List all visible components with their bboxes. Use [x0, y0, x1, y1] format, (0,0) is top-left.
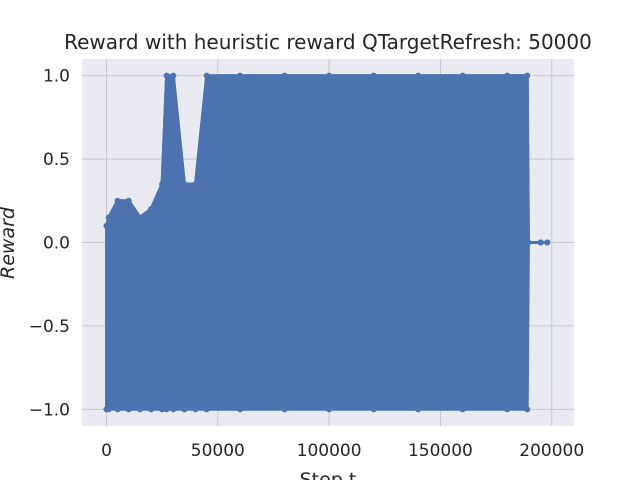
reward-point — [524, 72, 531, 79]
reward-point — [370, 406, 377, 413]
reward-point — [125, 197, 132, 204]
reward-point — [281, 72, 288, 79]
reward-point — [415, 406, 422, 413]
x-tick-label: 200000 — [519, 441, 584, 461]
reward-point — [237, 72, 244, 79]
reward-point — [537, 239, 544, 246]
reward-point — [192, 181, 199, 188]
reward-point — [504, 406, 511, 413]
reward-point — [136, 406, 143, 413]
reward-point — [170, 406, 177, 413]
reward-point — [370, 72, 377, 79]
reward-point — [105, 214, 112, 221]
reward-point — [459, 72, 466, 79]
reward-point — [326, 72, 333, 79]
reward-point — [181, 181, 188, 188]
reward-point — [281, 406, 288, 413]
x-tick-label: 150000 — [408, 441, 473, 461]
x-tick-label: 0 — [101, 441, 112, 461]
reward-point — [459, 406, 466, 413]
reward-point — [192, 406, 199, 413]
chart-title: Reward with heuristic reward QTargetRefr… — [64, 30, 592, 54]
reward-point — [525, 239, 532, 246]
y-tick-label: −0.5 — [29, 317, 70, 337]
x-tick-label: 50000 — [191, 441, 245, 461]
x-tick-label: 100000 — [297, 441, 362, 461]
y-axis-label: Reward — [0, 206, 19, 279]
reward-point — [504, 72, 511, 79]
y-tick-label: 0.0 — [43, 234, 70, 254]
reward-point — [326, 406, 333, 413]
reward-point — [163, 406, 170, 413]
reward-point — [159, 181, 166, 188]
reward-point — [524, 406, 531, 413]
data-series — [103, 72, 551, 413]
reward-point — [148, 406, 155, 413]
reward-point — [203, 72, 210, 79]
reward-point — [125, 406, 132, 413]
reward-point — [544, 239, 551, 246]
reward-point — [105, 406, 112, 413]
x-axis-label: Step t — [300, 469, 357, 480]
reward-point — [163, 72, 170, 79]
reward-point — [114, 197, 121, 204]
reward-point — [237, 406, 244, 413]
reward-point — [103, 222, 110, 229]
reward-point — [170, 72, 177, 79]
reward-point — [415, 72, 422, 79]
reward-point — [203, 406, 210, 413]
reward-series-band — [105, 74, 549, 411]
reward-point — [159, 406, 166, 413]
tick-labels: 0 50000 100000 150000 200000 −1.0 −0.5 0.0 0.5 1.… — [29, 67, 584, 461]
reward-point — [148, 206, 155, 213]
reward-point — [181, 406, 188, 413]
reward-point — [136, 214, 143, 221]
y-tick-label: 0.5 — [43, 150, 70, 170]
y-tick-label: −1.0 — [29, 400, 70, 420]
reward-point — [114, 406, 121, 413]
y-tick-label: 1.0 — [43, 67, 70, 87]
